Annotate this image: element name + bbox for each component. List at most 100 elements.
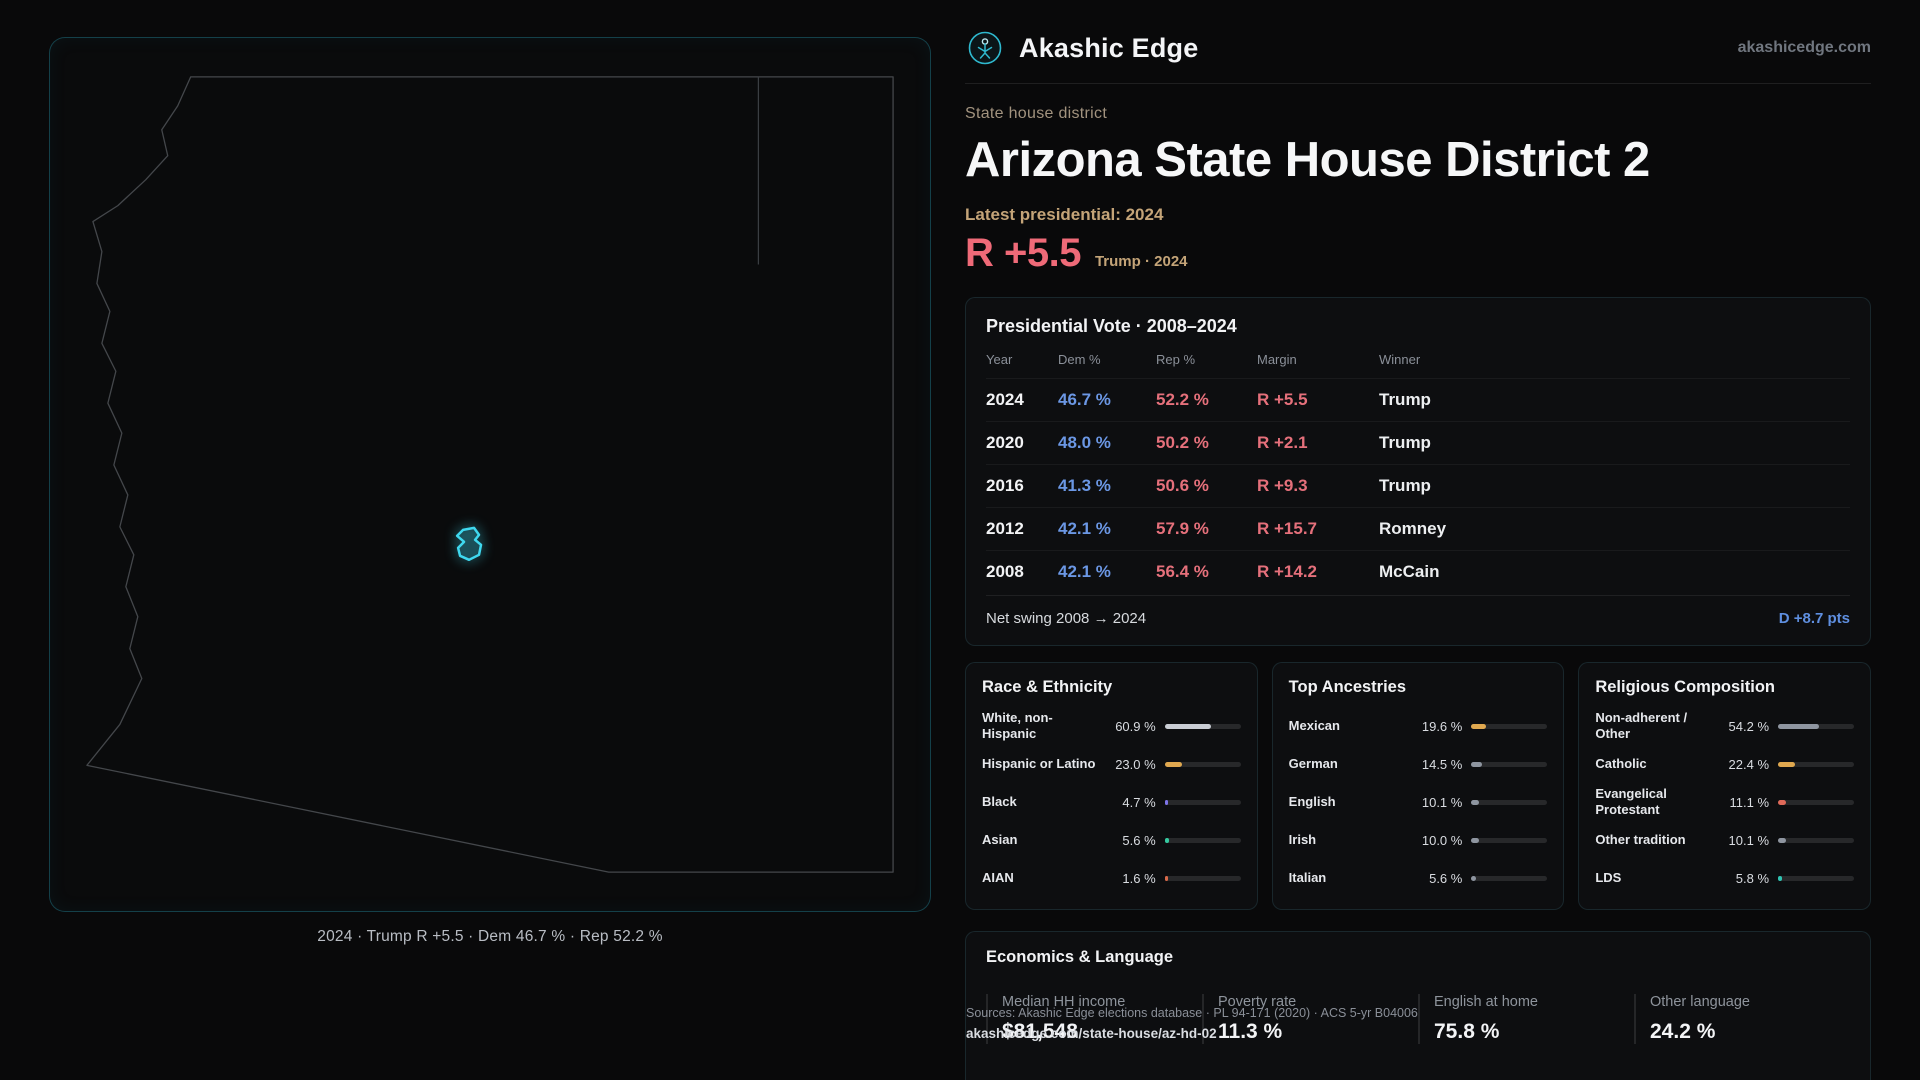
- rep-cell: 52.2 %: [1156, 390, 1209, 409]
- brand-logo-icon: [968, 31, 1002, 65]
- demo-bar-fill: [1778, 875, 1783, 881]
- stat-label: Median HH income: [1002, 994, 1126, 1010]
- winner-cell: McCain: [1379, 562, 1440, 581]
- margin-cell: R +15.7: [1257, 519, 1318, 538]
- demo-bar-fill: [1471, 799, 1480, 805]
- footer-permalink-link[interactable]: akashicedge.com/state-house/az-hd-02: [966, 1026, 1217, 1041]
- demo-label: Irish: [1288, 831, 1317, 847]
- demo-row: Non-adherent / Other 54.2 %: [1595, 707, 1855, 745]
- demo-row: English 10.1 %: [1289, 783, 1548, 821]
- demo-bar-fill: [1164, 761, 1183, 767]
- demo-bar-fill: [1164, 723, 1211, 729]
- demo-bar-fill: [1471, 723, 1487, 729]
- winner-cell: Trump: [1379, 390, 1431, 409]
- arizona-map: [86, 76, 894, 873]
- demo-bar-track: [1164, 761, 1241, 767]
- stat-label: Poverty rate: [1218, 994, 1297, 1010]
- demo-bar-track: [1164, 799, 1241, 805]
- demo-label: Black: [982, 793, 1017, 809]
- year-cell: 2020: [986, 433, 1024, 452]
- stat-value: 75.8 %: [1434, 1020, 1500, 1043]
- demo-value: 14.5 %: [1421, 756, 1463, 772]
- demo-value: 5.6 %: [1122, 832, 1156, 848]
- demo-row: Mexican 19.6 %: [1289, 707, 1548, 745]
- dem-cell: 48.0 %: [1058, 433, 1111, 452]
- stat-other-language: Other language 24.2 %: [1634, 994, 1850, 1044]
- stat-label: Other language: [1650, 994, 1750, 1010]
- net-swing-row: Net swing 2008 → 2024 D +8.7 pts: [986, 595, 1850, 637]
- demo-label: Catholic: [1595, 755, 1647, 771]
- demo-bar-track: [1778, 875, 1855, 881]
- demo-row: Black 4.7 %: [982, 783, 1241, 821]
- card-title: Religious Composition: [1595, 678, 1776, 696]
- latest-presidential-label: Latest presidential: 2024: [965, 205, 1164, 224]
- demo-bar-track: [1778, 761, 1855, 767]
- year-cell: 2012: [986, 519, 1024, 538]
- col-year: Year: [986, 352, 1013, 367]
- demo-bar-fill: [1778, 761, 1796, 767]
- demo-bar-fill: [1471, 875, 1476, 881]
- dem-cell: 42.1 %: [1058, 562, 1111, 581]
- stat-median-income: Median HH income $81,548: [986, 994, 1202, 1044]
- col-dem: Dem %: [1058, 352, 1101, 367]
- demo-label: Non-adherent / Other: [1595, 709, 1688, 741]
- demo-row: LDS 5.8 %: [1595, 859, 1855, 897]
- margin-cell: R +14.2: [1257, 562, 1318, 581]
- demo-bar-fill: [1778, 799, 1787, 805]
- year-cell: 2008: [986, 562, 1024, 581]
- demo-bar-fill: [1471, 761, 1483, 767]
- demo-bar-fill: [1471, 837, 1479, 843]
- headline-margin: R +5.5 Trump · 2024: [965, 231, 1871, 276]
- demo-label: Italian: [1288, 869, 1327, 885]
- demo-row: AIAN 1.6 %: [982, 859, 1241, 897]
- demographics-row: Race & Ethnicity White, non-Hispanic 60.…: [965, 662, 1872, 910]
- table-row: 2012 42.1 % 57.9 % R +15.7 Romney: [986, 507, 1850, 550]
- site-domain-link[interactable]: akashicedge.com: [1737, 39, 1871, 56]
- demo-bar-fill: [1164, 799, 1169, 805]
- demo-value: 10.1 %: [1728, 832, 1770, 848]
- vote-table-header: Year Dem % Rep % Margin Winner: [986, 337, 1850, 378]
- district-shape[interactable]: [455, 526, 483, 562]
- card-title: Top Ancestries: [1288, 678, 1407, 696]
- arizona-outline: [86, 76, 894, 873]
- col-winner: Winner: [1379, 352, 1421, 367]
- demo-row: Catholic 22.4 %: [1595, 745, 1855, 783]
- demo-bar-track: [1471, 761, 1548, 767]
- dem-cell: 46.7 %: [1058, 390, 1111, 409]
- demo-value: 19.6 %: [1421, 718, 1463, 734]
- header: Akashic Edge akashicedge.com: [965, 26, 1871, 70]
- demo-row: Asian 5.6 %: [982, 821, 1241, 859]
- net-swing-value: D +8.7 pts: [1778, 610, 1850, 627]
- map-panel: [49, 37, 931, 912]
- demo-bar-track: [1471, 875, 1548, 881]
- winner-cell: Trump: [1379, 476, 1431, 495]
- demo-label: Mexican: [1288, 717, 1340, 733]
- table-row: 2016 41.3 % 50.6 % R +9.3 Trump: [986, 464, 1850, 507]
- rep-cell: 56.4 %: [1156, 562, 1209, 581]
- demo-bar-track: [1471, 799, 1548, 805]
- demo-row: Italian 5.6 %: [1289, 859, 1548, 897]
- demo-value: 5.6 %: [1429, 870, 1463, 886]
- demo-value: 5.8 %: [1735, 870, 1770, 886]
- demo-bar-fill: [1164, 875, 1168, 881]
- report-panel: Akashic Edge akashicedge.com State house…: [965, 26, 1872, 1080]
- demo-value: 10.0 %: [1421, 832, 1463, 848]
- demo-bar-fill: [1164, 837, 1169, 843]
- presidential-vote-card: Presidential Vote · 2008–2024 Year Dem %…: [965, 297, 1871, 646]
- page-title: Arizona State House District 2: [965, 133, 1650, 187]
- demo-value: 22.4 %: [1728, 756, 1770, 772]
- demo-value: 60.9 %: [1115, 718, 1156, 734]
- ancestries-card: Top Ancestries Mexican 19.6 % German 14.…: [1271, 662, 1565, 910]
- net-swing-label: Net swing 2008 → 2024: [986, 610, 1147, 627]
- stat-value: 11.3 %: [1218, 1020, 1283, 1043]
- demo-value: 1.6 %: [1122, 870, 1156, 886]
- demo-value: 4.7 %: [1122, 794, 1156, 810]
- rep-cell: 50.2 %: [1156, 433, 1209, 452]
- race-ethnicity-card: Race & Ethnicity White, non-Hispanic 60.…: [965, 662, 1258, 910]
- vote-card-title: Presidential Vote · 2008–2024: [986, 316, 1237, 336]
- demo-row: Other tradition 10.1 %: [1595, 821, 1855, 859]
- demo-label: AIAN: [982, 869, 1014, 885]
- demo-label: German: [1288, 755, 1338, 771]
- economics-card: Economics & Language Median HH income $8…: [965, 931, 1871, 1080]
- card-title: Race & Ethnicity: [982, 678, 1113, 696]
